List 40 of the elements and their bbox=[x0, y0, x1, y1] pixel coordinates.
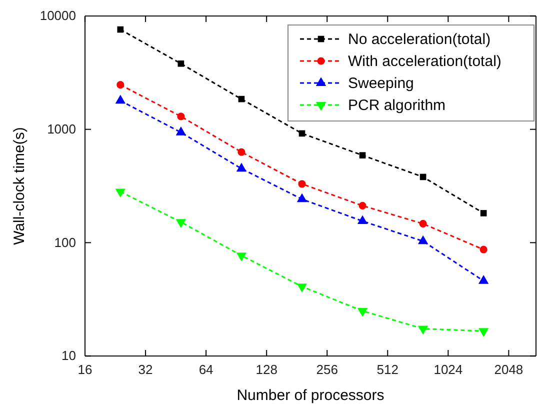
point bbox=[298, 180, 306, 188]
point bbox=[117, 26, 124, 33]
y-tick-label: 1000 bbox=[47, 121, 76, 136]
legend-label: PCR algorithm bbox=[348, 97, 446, 114]
point bbox=[176, 219, 186, 228]
legend-label: With acceleration(total) bbox=[348, 53, 502, 70]
point bbox=[419, 220, 427, 228]
point bbox=[418, 326, 428, 335]
y-tick-label: 10000 bbox=[40, 8, 76, 24]
legend-label: Sweeping bbox=[348, 75, 414, 92]
point bbox=[298, 130, 306, 137]
point bbox=[177, 112, 185, 120]
x-tick-label: 2048 bbox=[494, 362, 524, 378]
point bbox=[420, 174, 426, 180]
point bbox=[480, 210, 487, 216]
point bbox=[359, 152, 366, 158]
x-tick-label: 1024 bbox=[434, 362, 463, 378]
x-tick-label: 64 bbox=[198, 362, 214, 378]
x-tick-label: 32 bbox=[138, 362, 153, 378]
point bbox=[358, 202, 366, 210]
point bbox=[236, 252, 247, 262]
point bbox=[238, 96, 245, 102]
point bbox=[296, 284, 308, 292]
x-tick-label: 128 bbox=[256, 362, 278, 378]
x-tick-label: 16 bbox=[78, 362, 92, 378]
point bbox=[115, 188, 126, 198]
point bbox=[116, 81, 124, 89]
x-tick-label: 256 bbox=[316, 362, 338, 378]
legend-label: No acceleration(total) bbox=[348, 31, 491, 48]
point bbox=[238, 148, 246, 156]
point bbox=[480, 246, 488, 254]
x-tick-label: 512 bbox=[376, 362, 398, 378]
y-axis-title: Wall-clock time(s) bbox=[11, 127, 28, 245]
y-tick-label: 10 bbox=[62, 348, 76, 364]
point bbox=[478, 328, 489, 337]
x-axis-title: Number of processors bbox=[236, 387, 384, 404]
y-tick-label: 100 bbox=[54, 234, 76, 250]
point bbox=[115, 94, 126, 104]
point bbox=[178, 60, 184, 67]
point bbox=[357, 308, 368, 317]
